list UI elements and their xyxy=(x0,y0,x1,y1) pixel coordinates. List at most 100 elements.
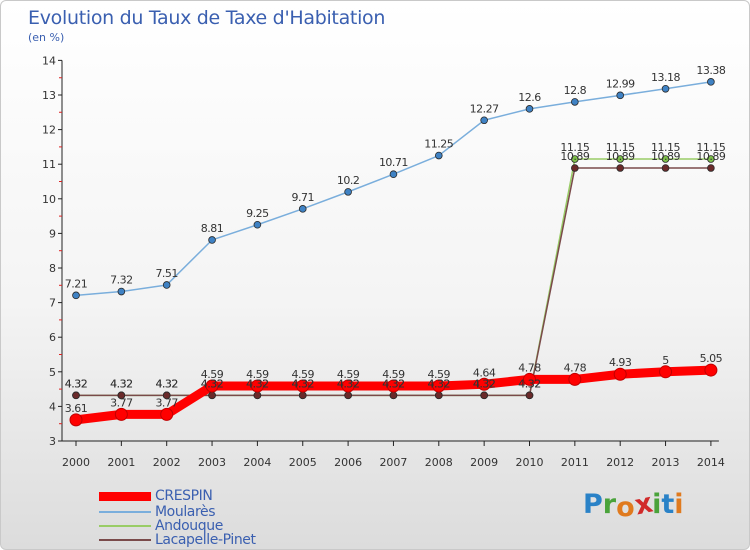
data-label-lacapelle-pinet: 10.89 xyxy=(560,150,589,163)
data-label-crespin: 4.93 xyxy=(609,356,632,369)
data-label-lacapelle-pinet: 4.32 xyxy=(292,377,315,390)
data-point-crespin xyxy=(432,379,446,393)
data-label-crespin: 4.59 xyxy=(428,368,451,381)
logo-letter: P xyxy=(583,489,603,520)
data-point-moulares xyxy=(253,220,262,229)
data-point-lacapelle-pinet xyxy=(707,164,715,172)
y-tick-label: 6 xyxy=(49,331,56,344)
data-point-moulares xyxy=(434,151,443,160)
data-label-moulares: 9.71 xyxy=(292,191,315,204)
data-label-crespin: 3.61 xyxy=(65,402,88,415)
data-label-andouque: 11.15 xyxy=(560,141,589,154)
logo-letter: t xyxy=(661,489,675,520)
data-point-andouque xyxy=(571,155,579,163)
chart-title: Evolution du Taux de Taxe d'Habitation xyxy=(28,7,386,29)
data-label-moulares: 7.21 xyxy=(65,277,88,290)
y-tick-label: 13 xyxy=(42,89,56,102)
data-label-andouque: 4.32 xyxy=(428,377,451,390)
data-label-lacapelle-pinet: 10.89 xyxy=(651,150,680,163)
data-point-crespin xyxy=(568,372,582,386)
data-label-andouque: 11.15 xyxy=(696,141,725,154)
legend-label-lacapelle-pinet: Lacapelle-Pinet xyxy=(155,532,256,548)
data-point-moulares xyxy=(525,105,534,113)
data-point-crespin xyxy=(659,365,673,379)
data-label-lacapelle-pinet: 4.32 xyxy=(382,377,405,390)
data-label-andouque: 4.32 xyxy=(65,377,88,390)
data-label-lacapelle-pinet: 4.32 xyxy=(337,377,360,390)
chart-subtitle: (en %) xyxy=(28,31,65,44)
data-label-andouque: 4.32 xyxy=(518,377,541,390)
data-point-crespin xyxy=(341,379,355,393)
legend-swatch-lacapelle-pinet xyxy=(99,539,151,541)
y-tick-label: 11 xyxy=(42,158,56,171)
data-point-moulares xyxy=(389,170,398,179)
data-label-crespin: 4.59 xyxy=(292,368,315,381)
data-label-lacapelle-pinet: 4.32 xyxy=(518,377,541,390)
data-point-crespin xyxy=(114,407,128,421)
data-point-moulares xyxy=(616,91,624,100)
data-label-lacapelle-pinet: 4.32 xyxy=(155,377,178,390)
data-point-lacapelle-pinet xyxy=(616,164,624,172)
data-point-moulares xyxy=(571,98,579,106)
data-point-moulares xyxy=(344,188,352,196)
data-label-crespin: 4.59 xyxy=(201,368,224,381)
data-point-moulares xyxy=(480,116,488,125)
x-tick-label: 2013 xyxy=(652,456,680,469)
y-tick-label: 9 xyxy=(49,227,56,240)
x-tick-label: 2012 xyxy=(606,456,634,469)
data-label-andouque: 4.32 xyxy=(473,377,496,390)
data-point-lacapelle-pinet xyxy=(253,391,262,400)
data-label-crespin: 3.77 xyxy=(155,396,178,409)
data-label-moulares: 9.25 xyxy=(246,207,269,220)
x-tick-label: 2008 xyxy=(425,456,453,469)
data-point-lacapelle-pinet xyxy=(344,391,352,400)
data-label-crespin: 4.59 xyxy=(246,368,269,381)
legend-label-andouque: Andouque xyxy=(155,518,223,534)
data-label-crespin: 5.05 xyxy=(700,352,723,365)
data-point-lacapelle-pinet xyxy=(434,391,443,400)
y-tick-label: 8 xyxy=(49,262,56,275)
logo-letter: i xyxy=(674,489,684,520)
x-tick-label: 2011 xyxy=(561,456,589,469)
data-label-andouque: 4.32 xyxy=(246,377,269,390)
data-label-moulares: 7.32 xyxy=(110,274,133,287)
x-tick-label: 2004 xyxy=(243,456,271,469)
data-label-moulares: 12.6 xyxy=(518,91,541,104)
y-tick-label: 12 xyxy=(42,124,56,137)
data-point-crespin xyxy=(296,379,310,393)
legend-swatch-andouque xyxy=(99,525,151,527)
data-point-andouque xyxy=(616,155,624,163)
data-label-andouque: 4.32 xyxy=(337,377,360,390)
data-label-crespin: 4.59 xyxy=(382,368,405,381)
data-label-moulares: 11.25 xyxy=(424,138,453,151)
data-point-andouque xyxy=(661,155,670,163)
data-label-lacapelle-pinet: 4.32 xyxy=(65,377,88,390)
x-tick-label: 2002 xyxy=(153,456,181,469)
data-label-lacapelle-pinet: 4.32 xyxy=(246,377,269,390)
data-point-crespin xyxy=(386,379,400,393)
data-point-moulares xyxy=(117,287,126,296)
legend-swatch-crespin xyxy=(99,492,151,501)
data-label-moulares: 12.99 xyxy=(606,77,635,90)
data-label-andouque: 11.15 xyxy=(606,141,635,154)
data-label-moulares: 8.81 xyxy=(201,222,224,235)
data-point-lacapelle-pinet xyxy=(480,391,488,400)
data-label-crespin: 5 xyxy=(662,354,669,367)
data-point-lacapelle-pinet xyxy=(72,391,80,400)
data-point-moulares xyxy=(661,84,670,93)
data-label-crespin: 3.77 xyxy=(110,396,133,409)
data-point-lacapelle-pinet xyxy=(208,391,216,400)
data-point-crespin xyxy=(523,372,536,386)
data-point-lacapelle-pinet xyxy=(389,391,398,400)
data-point-crespin xyxy=(477,377,491,391)
data-point-moulares xyxy=(298,205,307,213)
data-label-moulares: 12.27 xyxy=(470,102,499,115)
data-point-lacapelle-pinet xyxy=(298,391,307,400)
data-point-lacapelle-pinet xyxy=(571,164,579,172)
data-label-moulares: 10.2 xyxy=(337,174,360,187)
y-tick-label: 10 xyxy=(42,193,56,206)
data-point-lacapelle-pinet xyxy=(525,391,534,400)
data-label-moulares: 7.51 xyxy=(155,267,178,280)
chart-data-labels: 3.61 3.77 3.77 4.59 4.59 4.59 4.59 4.59 4.59 4.64… xyxy=(65,64,727,415)
